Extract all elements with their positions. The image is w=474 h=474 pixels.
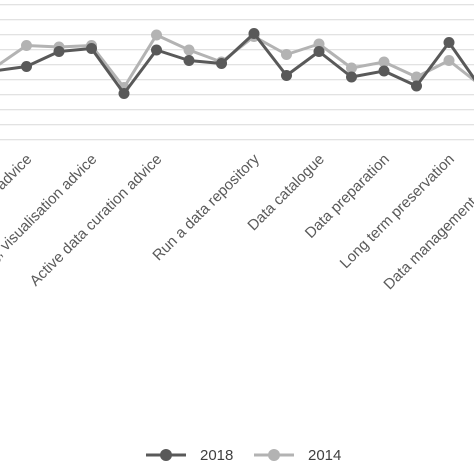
series-line-2018 xyxy=(0,32,474,95)
data-point-2018-11 xyxy=(346,71,357,83)
data-point-2014-1 xyxy=(21,40,32,51)
series-2018 xyxy=(0,28,474,99)
legend-label-2018: 2018 xyxy=(200,447,233,464)
data-point-2018-2 xyxy=(53,46,65,57)
data-point-2018-8 xyxy=(248,28,260,39)
data-point-2014-5 xyxy=(151,29,162,41)
series-2014 xyxy=(0,29,474,93)
x-tick-label: Long term preservation xyxy=(337,151,458,272)
legend-marker-2018 xyxy=(160,449,172,461)
data-point-2014-6 xyxy=(183,44,195,56)
data-point-2018-14 xyxy=(443,37,455,48)
data-point-2018-7 xyxy=(216,58,227,69)
data-point-2018-5 xyxy=(151,44,162,56)
data-point-2018-9 xyxy=(281,70,292,81)
x-axis-labels: Data citation adviceData mining, visuali… xyxy=(0,150,474,316)
data-point-2018-6 xyxy=(183,55,195,66)
data-point-2014-13 xyxy=(411,71,422,83)
legend-label-2014: 2014 xyxy=(308,447,341,464)
legend: 2018 2014 xyxy=(146,447,341,464)
data-point-2018-1 xyxy=(21,61,32,72)
data-point-2018-3 xyxy=(86,43,97,54)
legend-marker-2014 xyxy=(268,449,280,461)
data-point-2014-12 xyxy=(378,56,390,68)
x-tick-label: Active data curation advice xyxy=(27,151,166,290)
data-point-2014-9 xyxy=(281,49,292,60)
data-point-2014-14 xyxy=(443,55,455,66)
data-point-2018-4 xyxy=(118,88,130,99)
data-point-2018-13 xyxy=(411,80,422,92)
data-point-2018-10 xyxy=(313,46,325,57)
data-point-2018-12 xyxy=(378,65,390,77)
x-tick-label: Run a data repository xyxy=(149,150,263,264)
data-point-2014-11 xyxy=(346,62,357,74)
